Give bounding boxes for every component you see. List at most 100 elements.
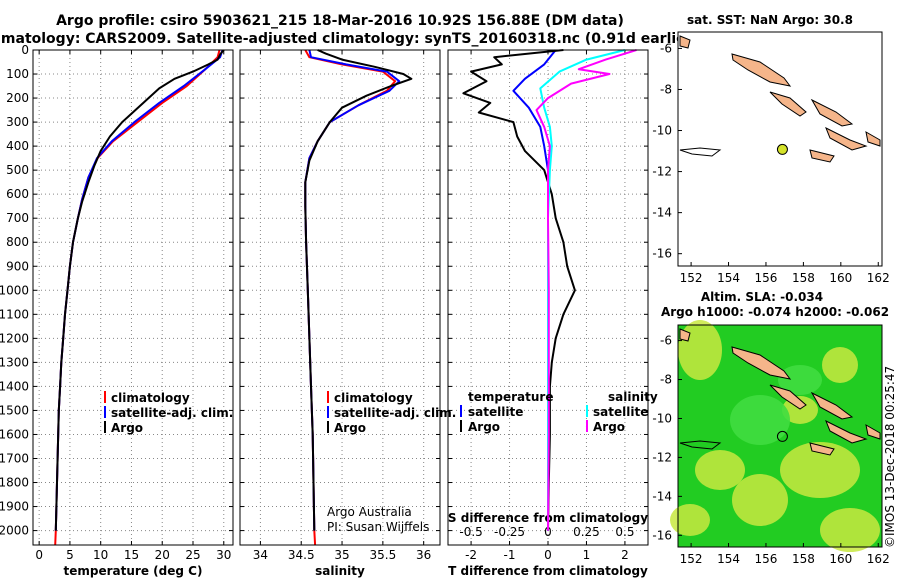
- sla-blob: [780, 442, 860, 498]
- x-tick-label: 30: [216, 548, 231, 562]
- x-tick-label: 152: [680, 552, 703, 566]
- island: [809, 149, 835, 163]
- x-tick-label: 162: [867, 271, 890, 285]
- legend-s-argo-label: Argo: [593, 420, 625, 434]
- legend-s-satellite-label: satellite: [593, 405, 648, 419]
- y-tick-label: 0: [21, 43, 29, 57]
- x-tick-label: 35: [334, 548, 349, 562]
- credit-stamp: ©IMOS 13-Dec-2018 00:25:47: [883, 366, 897, 548]
- x-tick-label: 162: [867, 552, 890, 566]
- x-tick-label: 20: [155, 548, 170, 562]
- coastline: [679, 440, 722, 450]
- x-tick-label: 0: [35, 548, 43, 562]
- salinity-panel: 34 34.5 35 35.5 36 salinity: [239, 49, 441, 578]
- sla-blob: [678, 320, 722, 380]
- y-tick-label: 1900: [0, 500, 29, 514]
- x-tick-label: 5: [66, 548, 74, 562]
- credit-project: Argo Australia: [327, 505, 412, 519]
- x-tick-label: -2: [465, 548, 477, 562]
- salinity-legend: climatology satellite-adj. clim. Argo: [327, 391, 456, 435]
- legend-t-satellite-label: satellite: [468, 405, 523, 419]
- title-line-1: Argo profile: csiro 5903621_215 18-Mar-2…: [56, 13, 624, 29]
- legend-temperature-title: temperature: [468, 390, 553, 404]
- y-tick-label: 600: [6, 187, 29, 201]
- y-tick-label: -12: [652, 450, 672, 464]
- s-tick-label: 0: [544, 525, 552, 539]
- island: [825, 419, 868, 444]
- island: [731, 346, 792, 380]
- island: [865, 131, 881, 147]
- s-tick-label: -0.5: [459, 525, 482, 539]
- series-climatology: [304, 49, 397, 546]
- s-tick-label: 0.5: [615, 525, 634, 539]
- x-tick-label: 158: [792, 552, 815, 566]
- y-tick-label: 1600: [0, 427, 29, 441]
- sla-blob: [695, 450, 745, 490]
- title-line-2: Climatology: CARS2009. Satellite-adjuste…: [0, 31, 699, 47]
- y-tick-label: 1200: [0, 331, 29, 345]
- map-sla: 152 154 156 158 160 162 -6 -8 -10 -12 -14 -16: [652, 320, 890, 566]
- map-top-title: sat. SST: NaN Argo: 30.8: [687, 13, 853, 27]
- y-tick-label: 300: [6, 115, 29, 129]
- difference-legend: temperature satellite Argo salinity sate…: [460, 390, 658, 434]
- y-tick-label: 1500: [0, 403, 29, 417]
- series-s-argo: [535, 49, 637, 531]
- island: [810, 391, 854, 420]
- y-tick-label: 1800: [0, 476, 29, 490]
- y-tick-label: 400: [6, 139, 29, 153]
- x-tick-label: 156: [755, 271, 778, 285]
- sla-blob: [820, 508, 880, 552]
- difference-panel: -2 -1 0 1 2-0.5 -0.25 0 0.25 0.5S difference fro…: [447, 49, 649, 578]
- plot-frame: [447, 49, 649, 546]
- y-tick-label: -14: [652, 206, 672, 220]
- legend-t-argo-label: Argo: [468, 420, 500, 434]
- x-tick-label: 0: [544, 548, 552, 562]
- island: [679, 35, 691, 49]
- legend-climatology-label: climatology: [111, 391, 190, 405]
- series-climatology: [54, 49, 221, 546]
- x-tick-label: 35.5: [369, 548, 396, 562]
- x-tick-label: 15: [124, 548, 139, 562]
- plot-frame: [239, 49, 441, 546]
- y-tick-label: -6: [660, 41, 672, 55]
- x-tick-label: 1: [583, 548, 591, 562]
- y-tick-label: 1400: [0, 379, 29, 393]
- x-axis-label: T difference from climatology: [448, 564, 648, 578]
- legend-satellite-label: satellite-adj. clim.: [334, 406, 456, 420]
- y-tick-label: -10: [652, 411, 672, 425]
- sla-blob: [822, 347, 858, 383]
- sla-blob: [778, 365, 822, 395]
- map-frame: [677, 31, 883, 267]
- x-tick-label: 2: [621, 548, 629, 562]
- y-tick-label: 2000: [0, 524, 29, 538]
- island: [679, 328, 691, 342]
- temperature-panel: 0 5 10 15 20 25 300100200300400500600700800900…: [0, 43, 234, 578]
- legend-climatology-label: climatology: [334, 391, 413, 405]
- sla-blob: [670, 504, 710, 536]
- y-tick-label: 700: [6, 211, 29, 225]
- y-tick-label: 100: [6, 67, 29, 81]
- x-axis-label: salinity: [315, 564, 365, 578]
- y-tick-label: -14: [652, 489, 672, 503]
- coastline: [679, 147, 722, 157]
- series-argo: [54, 49, 225, 531]
- x-tick-label: 160: [829, 552, 852, 566]
- x-tick-label: 34.5: [288, 548, 315, 562]
- x-tick-label: 154: [717, 552, 740, 566]
- y-tick-label: 1000: [0, 283, 29, 297]
- series-argo: [304, 49, 413, 531]
- x-tick-label: 10: [93, 548, 108, 562]
- legend-salinity-title: salinity: [608, 390, 658, 404]
- y-tick-label: -6: [660, 334, 672, 348]
- y-tick-label: 1300: [0, 355, 29, 369]
- x-tick-label: 156: [755, 552, 778, 566]
- island: [769, 91, 807, 117]
- s-tick-label: -0.25: [494, 525, 525, 539]
- island: [825, 126, 868, 151]
- map-bottom-title-1: Altim. SLA: -0.034: [701, 290, 823, 304]
- island: [809, 442, 835, 456]
- map-frame: [677, 324, 883, 548]
- y-tick-label: -8: [660, 373, 672, 387]
- x-tick-label: 158: [792, 271, 815, 285]
